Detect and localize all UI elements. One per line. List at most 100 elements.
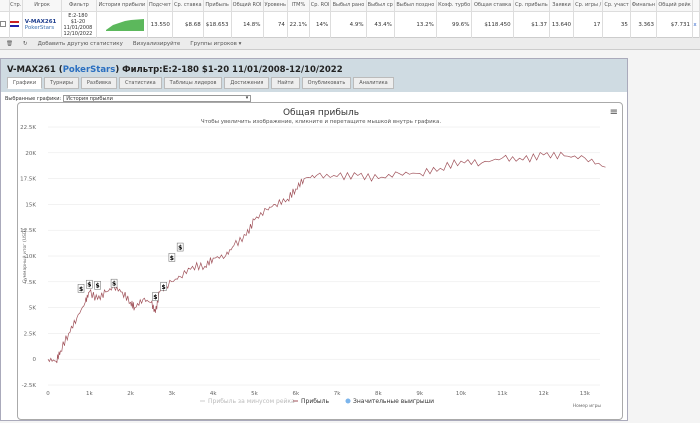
- big-win-marker[interactable]: $: [152, 292, 159, 302]
- y-tick-label: -2.5K: [22, 383, 37, 389]
- trash-icon[interactable]: 🗑: [6, 40, 13, 47]
- tab-2[interactable]: Разбивка: [80, 77, 118, 89]
- tab-5[interactable]: Достижения: [224, 77, 270, 89]
- column-header[interactable]: [0, 0, 10, 12]
- svg-text:$: $: [153, 294, 157, 301]
- menu-icon[interactable]: ≡: [609, 107, 618, 118]
- tab-0[interactable]: Графики: [7, 77, 43, 89]
- player-groups-dropdown[interactable]: Группы игроков ▾: [190, 40, 242, 47]
- stat-cell: 99.6%: [436, 11, 473, 38]
- player-cell[interactable]: V-MAX261 PokerStars: [22, 11, 63, 38]
- x-tick-label: 10k: [456, 391, 467, 397]
- column-header[interactable]: Заявки: [549, 0, 575, 12]
- tab-3[interactable]: Статистика: [119, 77, 162, 89]
- column-header[interactable]: Выбыл поздно: [394, 0, 437, 12]
- big-win-marker[interactable]: $: [176, 242, 184, 252]
- svg-text:Прибыль за минусом рейка: Прибыль за минусом рейка: [208, 398, 295, 405]
- add-stat-button[interactable]: Добавить другую статистику: [37, 40, 123, 47]
- column-header[interactable]: Коэф. турбо: [436, 0, 473, 12]
- column-header[interactable]: Общий ROI: [231, 0, 264, 12]
- big-win-marker[interactable]: $: [110, 278, 118, 288]
- y-tick-label: 12.5K: [20, 228, 36, 234]
- stat-cell: $8.68: [172, 11, 204, 38]
- stat-cell: 13.550: [147, 11, 173, 38]
- stat-cell: 14.8%: [231, 11, 264, 38]
- svg-text:$: $: [178, 245, 182, 252]
- stat-cell: $118.450: [471, 11, 514, 38]
- chart-subtitle: Чтобы увеличить изображение, кликните и …: [201, 118, 441, 125]
- y-tick-label: 0: [33, 357, 37, 363]
- column-header[interactable]: Ср. прибыль: [513, 0, 551, 12]
- x-tick-label: 8k: [375, 391, 382, 397]
- tab-8[interactable]: Аналитика: [353, 77, 394, 89]
- big-win-marker[interactable]: $: [94, 280, 101, 290]
- tab-1[interactable]: Турниры: [44, 77, 79, 89]
- y-tick-label: 22.5K: [20, 125, 36, 131]
- player-panel: V-MAX261 (PokerStars) Фильтр:E:2-180 $1-…: [0, 58, 628, 421]
- refresh-icon[interactable]: ↻: [22, 40, 28, 47]
- column-header[interactable]: Уровень: [263, 0, 288, 12]
- column-header[interactable]: Финальн: [630, 0, 658, 12]
- y-tick-label: 15K: [25, 202, 36, 208]
- legend-item[interactable]: Прибыль: [293, 398, 329, 405]
- tab-7[interactable]: Опубликовать: [301, 77, 352, 89]
- column-header[interactable]: Игрок: [22, 0, 63, 12]
- column-header[interactable]: Ср. участ: [602, 0, 631, 12]
- x-tick-label: 1k: [86, 391, 93, 397]
- svg-text:$: $: [170, 255, 174, 262]
- column-header[interactable]: Ср. ROI: [309, 0, 332, 12]
- svg-text:Значительные выигрыши: Значительные выигрыши: [353, 398, 434, 405]
- stat-cell: 3.363: [630, 11, 658, 38]
- svg-text:$: $: [95, 283, 99, 290]
- visualize-button[interactable]: Визуализируйте: [132, 40, 181, 47]
- big-win-marker[interactable]: $: [77, 284, 85, 293]
- column-header[interactable]: Общая ставка: [471, 0, 514, 12]
- svg-text:Прибыль: Прибыль: [301, 398, 329, 405]
- column-header[interactable]: Ср. ставка: [172, 0, 204, 12]
- legend-item[interactable]: Значительные выигрыши: [345, 398, 435, 405]
- stat-cell: 14%: [309, 11, 332, 38]
- row-checkbox[interactable]: [0, 11, 10, 38]
- column-header[interactable]: Выбыл ср: [366, 0, 395, 12]
- stat-cell: 43.4%: [366, 11, 395, 38]
- profit-sparkline[interactable]: [96, 11, 149, 38]
- flag-icon: [9, 11, 23, 38]
- svg-text:$: $: [79, 286, 83, 293]
- x-tick-label: 7k: [334, 391, 341, 397]
- filter-cell: E:2-180 $1-20 11/01/2008 12/10/2022: [61, 11, 97, 38]
- x-tick-label: 9k: [416, 391, 423, 397]
- table-row[interactable]: V-MAX261 PokerStars E:2-180 $1-20 11/01/200…: [0, 11, 700, 38]
- panel-title: V-MAX261 (PokerStars) Фильтр:E:2-180 $1-…: [7, 65, 343, 75]
- big-win-marker[interactable]: $: [168, 253, 176, 262]
- column-header[interactable]: Фильтр: [61, 0, 97, 12]
- x-tick-label: 11k: [497, 391, 508, 397]
- chart-select[interactable]: История прибыли ▾: [63, 95, 252, 102]
- y-tick-label: 10K: [25, 254, 36, 260]
- chevron-down-icon: ▾: [245, 95, 249, 101]
- column-header[interactable]: Стр.: [9, 0, 23, 12]
- column-header[interactable]: Ср. игры /: [573, 0, 604, 12]
- x-axis-label: Номер игры: [573, 403, 602, 409]
- chart-container[interactable]: ≡ Общая прибыль Чтобы увеличить изображен…: [17, 102, 623, 420]
- column-header[interactable]: Подсчет: [147, 0, 173, 12]
- player-name[interactable]: V-MAX261: [24, 18, 57, 25]
- chart-selector: Выбранные графики: История прибыли ▾: [5, 95, 252, 102]
- legend-item[interactable]: Прибыль за минусом рейка: [200, 398, 295, 405]
- svg-text:$: $: [87, 282, 91, 289]
- big-win-marker[interactable]: $: [160, 282, 167, 291]
- column-header[interactable]: ITM%: [287, 0, 310, 12]
- player-site: PokerStars: [24, 24, 55, 31]
- tab-6[interactable]: Найти: [271, 77, 300, 89]
- column-header[interactable]: История прибыли: [96, 0, 149, 12]
- column-header[interactable]: [692, 0, 700, 12]
- column-header[interactable]: Общий рейк: [656, 0, 694, 12]
- stat-cell: $1.37: [513, 11, 551, 38]
- stats-grid: Стр. Игрок Фильтр История прибыли Подсчет Ср.…: [0, 0, 700, 38]
- column-header[interactable]: Выбыл рано: [330, 0, 367, 12]
- y-tick-label: 2.5K: [24, 331, 37, 337]
- profit-line: [47, 151, 606, 364]
- big-win-marker[interactable]: $: [86, 279, 93, 289]
- tab-4[interactable]: Таблицы лидеров: [163, 77, 223, 89]
- column-header[interactable]: Прибыль: [203, 0, 232, 12]
- remove-row-button[interactable]: x: [692, 11, 700, 38]
